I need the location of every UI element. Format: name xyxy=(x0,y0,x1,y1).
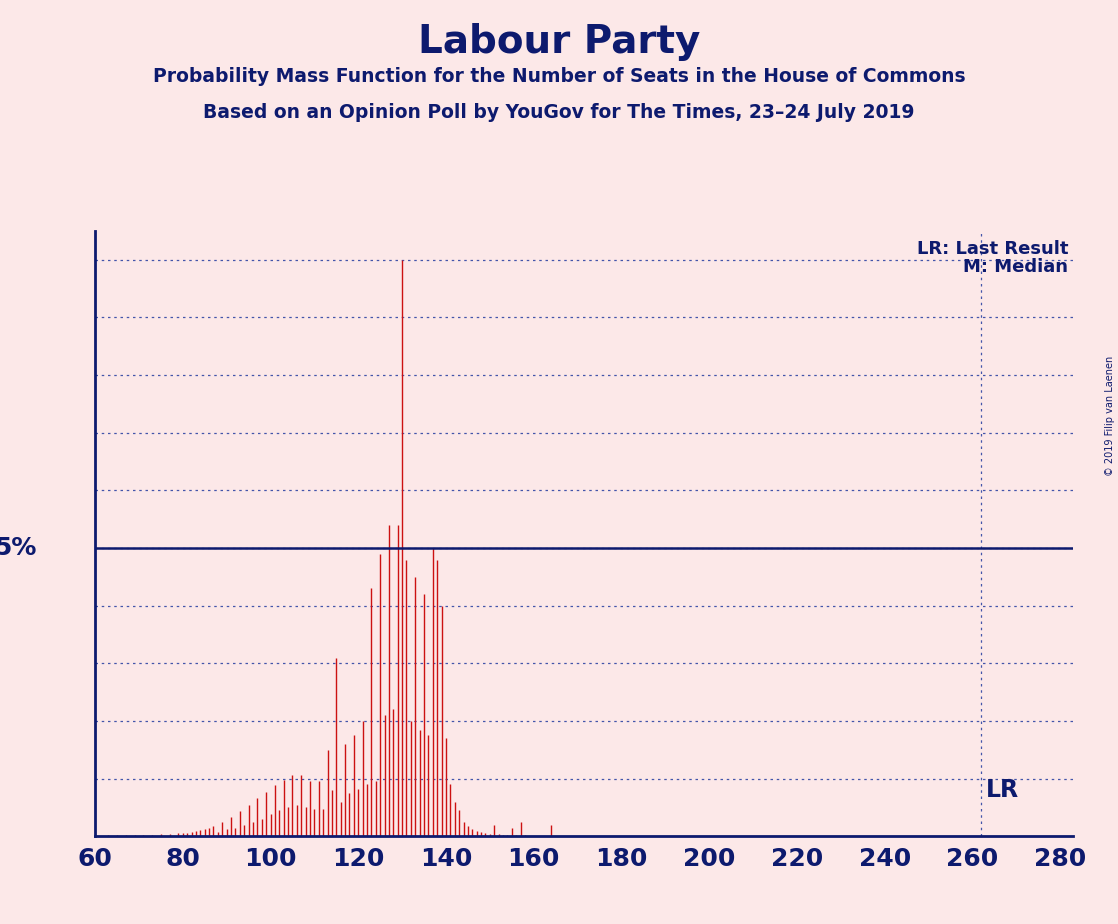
Text: Probability Mass Function for the Number of Seats in the House of Commons: Probability Mass Function for the Number… xyxy=(153,67,965,86)
Text: 5%: 5% xyxy=(0,536,36,560)
Text: © 2019 Filip van Laenen: © 2019 Filip van Laenen xyxy=(1106,356,1115,476)
Text: LR: LR xyxy=(986,778,1018,802)
Text: M: Median: M: Median xyxy=(964,258,1069,276)
Text: Labour Party: Labour Party xyxy=(418,23,700,61)
Text: Based on an Opinion Poll by YouGov for The Times, 23–24 July 2019: Based on an Opinion Poll by YouGov for T… xyxy=(203,103,915,123)
Text: LR: Last Result: LR: Last Result xyxy=(917,240,1069,258)
